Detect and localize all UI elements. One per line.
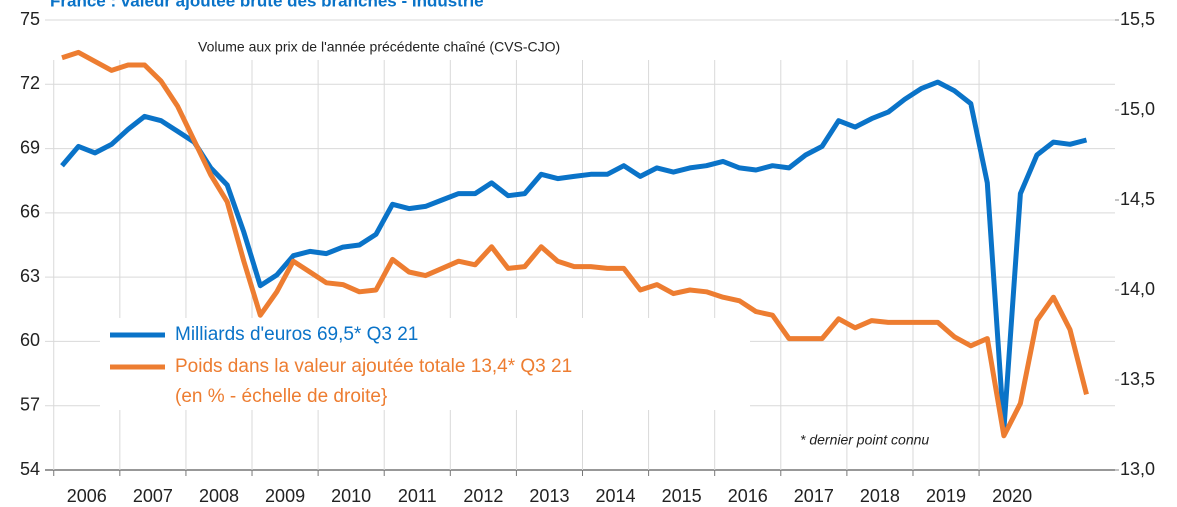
x-tick-label: 2013 [529, 486, 569, 506]
legend-box [100, 318, 750, 410]
x-tick-label: 2018 [860, 486, 900, 506]
plot-area: 54 57 60 63 66 69 72 75 13,0 13,5 14,0 14,5 15,0 15,5… [20, 9, 1155, 506]
x-tick-label: 2007 [133, 486, 173, 506]
x-tick-label: 2019 [926, 486, 966, 506]
y-tick-label: 72 [20, 73, 40, 93]
y2-tick-label: 14,0 [1120, 279, 1155, 299]
y-tick-label: 63 [20, 266, 40, 286]
y2-tick-label: 14,5 [1120, 189, 1155, 209]
x-tick-label: 2006 [67, 486, 107, 506]
legend-note: (en % - échelle de droite} [175, 386, 387, 407]
x-tick-label: 2020 [992, 486, 1032, 506]
legend-label: Milliards d'euros 69,5* Q3 21 [175, 324, 418, 345]
x-tick-label: 2012 [463, 486, 503, 506]
y-tick-label: 66 [20, 202, 40, 222]
y-tick-label: 57 [20, 394, 40, 414]
y2-tick-label: 15,5 [1120, 9, 1155, 29]
x-tick-label: 2009 [265, 486, 305, 506]
annotation: * dernier point connu [800, 432, 929, 448]
x-tick-label: 2017 [794, 486, 834, 506]
x-tick-label: 2011 [398, 486, 437, 506]
y2-tick-label: 13,5 [1120, 369, 1155, 389]
subtitle: Volume aux prix de l'année précédente ch… [198, 39, 560, 55]
chart-title: France : valeur ajoutée brute des branch… [50, 0, 484, 10]
line-series [61, 49, 1089, 439]
y2-tick-label: 13,0 [1120, 459, 1155, 479]
y-tick-label: 69 [20, 137, 40, 157]
x-tick-label: 2014 [596, 486, 636, 506]
x-tick-label: 2008 [199, 486, 239, 506]
y-tick-label: 75 [20, 9, 40, 29]
legend-label: Poids dans la valeur ajoutée totale 13,4… [175, 356, 572, 377]
line-series [60, 79, 1088, 432]
x-tick-label: 2016 [728, 486, 768, 506]
y-tick-label: 60 [20, 330, 40, 350]
x-tick-label: 2015 [662, 486, 702, 506]
y2-tick-label: 15,0 [1120, 99, 1155, 119]
legend: Milliards d'euros 69,5* Q3 21 Poids dans … [100, 318, 750, 410]
y-tick-label: 54 [20, 459, 40, 479]
x-tick-label: 2010 [331, 486, 371, 506]
